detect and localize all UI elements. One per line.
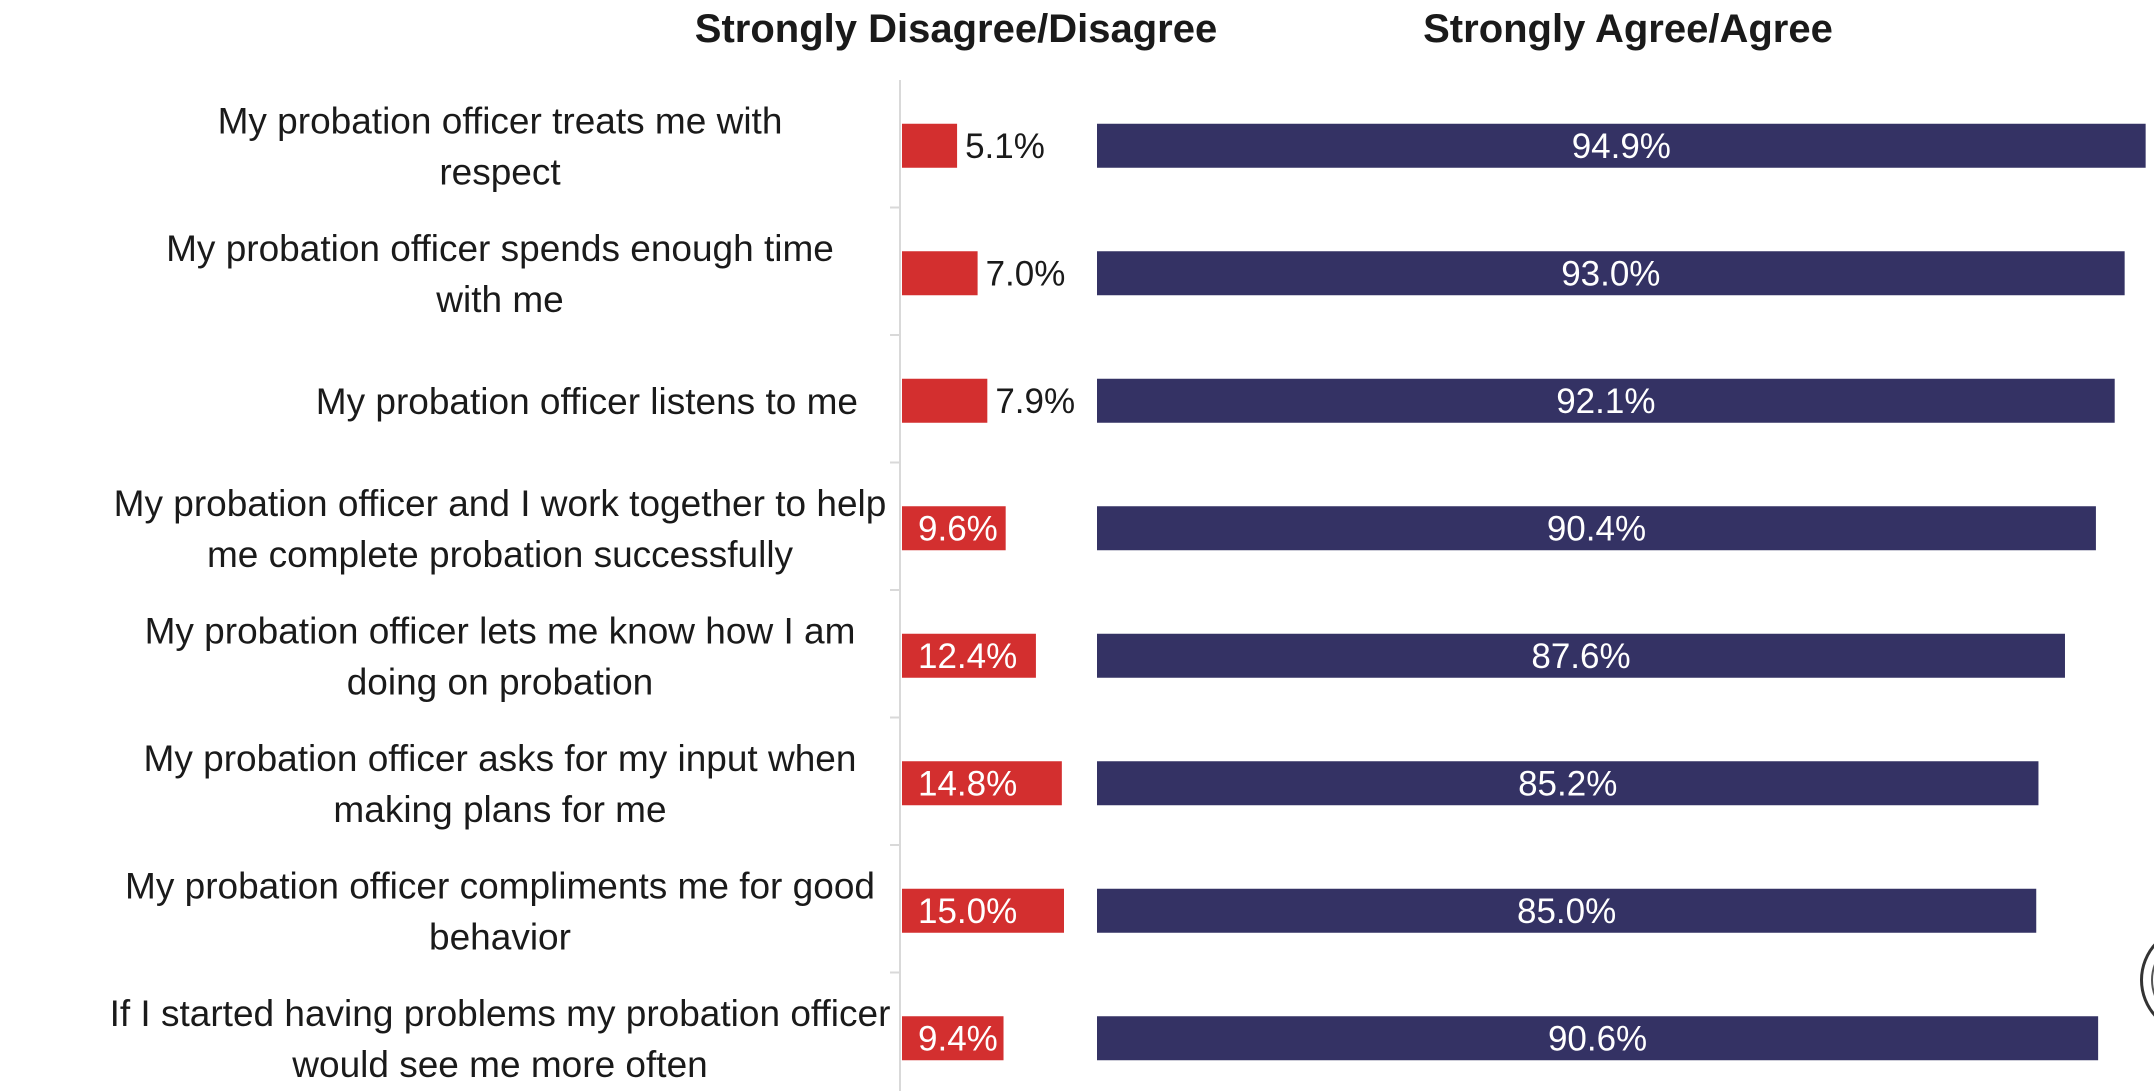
- bar-agree: [1097, 123, 2146, 168]
- category-label: My probation officer compliments me for …: [125, 865, 875, 957]
- category-label: My probation officer spends enough time w…: [166, 228, 834, 320]
- value-label-disagree: 15.0%: [918, 892, 1017, 931]
- bar-disagree: [902, 251, 978, 296]
- value-label-agree: 94.9%: [1572, 127, 1671, 166]
- category-label: My probation officer treats me with respe…: [218, 100, 783, 192]
- header-disagree: Strongly Disagree/Disagree: [695, 7, 1217, 51]
- bar-disagree: [902, 1016, 1004, 1061]
- bar-disagree: [902, 378, 988, 423]
- category-label: My probation officer asks for my input w…: [144, 738, 857, 830]
- value-label-agree: 85.2%: [1518, 764, 1617, 803]
- category-label: My probation officer and I work together…: [114, 483, 887, 575]
- bar-agree: [1097, 633, 2065, 678]
- value-label-disagree: 7.0%: [986, 254, 1066, 293]
- bar-disagree: [902, 761, 1062, 806]
- value-label-disagree: 12.4%: [918, 637, 1017, 676]
- header-agree: Strongly Agree/Agree: [1423, 7, 1833, 51]
- value-label-disagree: 5.1%: [965, 127, 1045, 166]
- value-label-agree: 87.6%: [1531, 637, 1630, 676]
- value-label-disagree: 9.6%: [918, 509, 998, 548]
- bar-disagree: [902, 888, 1064, 933]
- value-label-disagree: 7.9%: [995, 382, 1075, 421]
- bar-disagree: [902, 633, 1036, 678]
- bar-agree: [1097, 251, 2125, 296]
- category-label: My probation officer listens to me: [316, 381, 858, 422]
- value-label-disagree: 9.4%: [918, 1019, 998, 1058]
- value-label-agree: 93.0%: [1561, 254, 1660, 293]
- bar-agree: [1097, 506, 2096, 551]
- bar-agree: [1097, 761, 2039, 806]
- value-label-disagree: 14.8%: [918, 764, 1017, 803]
- bar-disagree: [902, 123, 958, 168]
- bar-agree: [1097, 888, 2037, 933]
- category-label: My probation officer lets me know how I …: [145, 610, 856, 702]
- bar-agree: [1097, 1016, 2099, 1061]
- bar-agree: [1097, 378, 2115, 423]
- category-label: If I started having problems my probatio…: [110, 993, 891, 1085]
- bar-disagree: [902, 506, 1006, 551]
- value-label-agree: 92.1%: [1556, 382, 1655, 421]
- value-label-agree: 90.4%: [1547, 509, 1646, 548]
- value-label-agree: 90.6%: [1548, 1019, 1647, 1058]
- value-label-agree: 85.0%: [1517, 892, 1616, 931]
